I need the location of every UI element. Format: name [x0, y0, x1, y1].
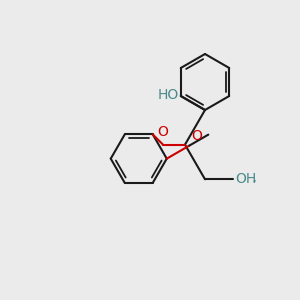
- Text: OH: OH: [235, 172, 256, 186]
- Text: O: O: [191, 129, 202, 142]
- Text: ·: ·: [251, 173, 256, 191]
- Text: HO: HO: [158, 88, 179, 102]
- Text: O: O: [158, 124, 168, 139]
